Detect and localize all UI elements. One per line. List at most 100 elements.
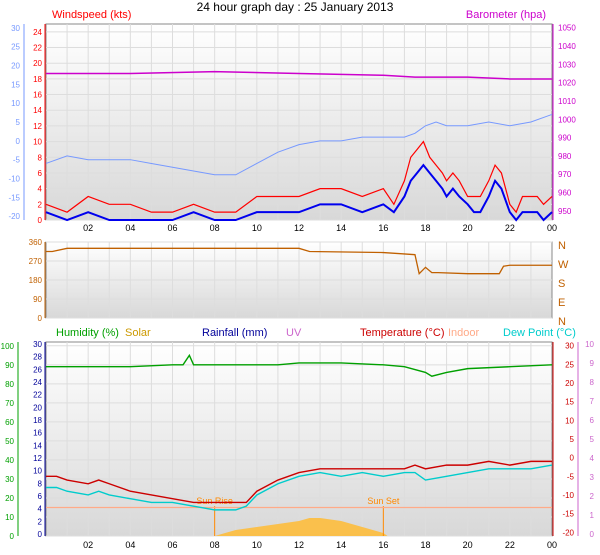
rain-tick-label: 24 <box>33 378 42 387</box>
compass-label: N <box>558 316 566 328</box>
wind-x-tick-label: 16 <box>378 223 388 233</box>
rain-tick-label: 8 <box>38 479 43 488</box>
wind-x-tick-label: 02 <box>83 223 93 233</box>
temp-scale-tick-label: -15 <box>8 193 20 202</box>
barometer-tick-label: 950 <box>558 207 572 216</box>
uv-tick-label: 2 <box>590 492 595 501</box>
rainfall-legend: Rainfall (mm) <box>202 327 267 339</box>
wind-gust-line <box>45 140 553 214</box>
direction-tick-label: 270 <box>29 257 43 266</box>
uv-tick-label: 1 <box>590 511 595 520</box>
temp-x-tick-label: 10 <box>252 540 262 550</box>
humidity-tick-label: 80 <box>5 380 14 389</box>
uv-tick-label: 7 <box>590 397 595 406</box>
sunset-label: Sun Set <box>367 496 400 506</box>
uv-tick-label: 10 <box>585 340 594 349</box>
rain-tick-label: 4 <box>38 505 43 514</box>
humidity-legend: Humidity (%) <box>56 327 119 339</box>
temperature-line-top <box>45 113 553 176</box>
temp-scale-tick-label: 15 <box>11 80 20 89</box>
uv-tick-label: 4 <box>590 454 595 463</box>
uv-tick-label: 0 <box>590 530 595 539</box>
wind-tick-label: 14 <box>33 106 42 115</box>
wind-x-tick-label: 12 <box>294 223 304 233</box>
temp-x-tick-label: 04 <box>125 540 135 550</box>
temperature-tick-label: 25 <box>565 360 574 369</box>
temperature-tick-label: -5 <box>567 472 575 481</box>
temp-scale-tick-label: 30 <box>11 24 20 33</box>
direction-tick-label: 90 <box>33 295 42 304</box>
humidity-tick-label: 60 <box>5 418 14 427</box>
dewpoint-line <box>46 464 553 511</box>
barometer-tick-label: 990 <box>558 134 572 143</box>
temp-x-tick-label: 16 <box>378 540 388 550</box>
wind-tick-label: 22 <box>33 44 42 53</box>
temp-x-tick-label: 06 <box>167 540 177 550</box>
wind-x-tick-label: 10 <box>252 223 262 233</box>
wind-direction-line <box>46 247 552 275</box>
uv-tick-label: 5 <box>590 435 595 444</box>
indoor-legend: Indoor <box>448 327 480 339</box>
wind-x-tick-label: 08 <box>210 223 220 233</box>
barometer-line <box>46 70 552 80</box>
rain-tick-label: 26 <box>33 365 42 374</box>
wind-average-line <box>45 163 553 222</box>
temp-scale-tick-label: 25 <box>11 43 20 52</box>
rain-tick-label: 6 <box>38 492 43 501</box>
wind-tick-label: 20 <box>33 59 42 68</box>
humidity-tick-label: 30 <box>5 475 14 484</box>
uv-legend: UV <box>286 327 302 339</box>
wind-x-tick-label: 04 <box>125 223 135 233</box>
rain-tick-label: 22 <box>33 391 42 400</box>
temperature-tick-label: 5 <box>570 435 575 444</box>
barometer-legend: Barometer (hpa) <box>466 9 546 21</box>
temp-x-tick-label: 02 <box>83 540 93 550</box>
humidity-tick-label: 50 <box>5 437 14 446</box>
direction-tick-label: 0 <box>38 314 43 323</box>
wind-x-tick-label: 00 <box>547 223 557 233</box>
wind-tick-label: 8 <box>38 153 43 162</box>
compass-label: N <box>558 240 566 252</box>
rain-tick-label: 14 <box>33 441 42 450</box>
temp-scale-tick-label: 10 <box>11 99 20 108</box>
temperature-tick-label: 10 <box>565 416 574 425</box>
wind-tick-label: 24 <box>33 28 42 37</box>
temp-scale-tick-label: -5 <box>13 156 21 165</box>
direction-tick-label: 180 <box>29 276 43 285</box>
humidity-tick-label: 0 <box>10 532 15 541</box>
wind-tick-label: 6 <box>38 169 43 178</box>
temperature-tick-label: 30 <box>565 342 574 351</box>
temp-scale-tick-label: 20 <box>11 61 20 70</box>
humidity-tick-label: 10 <box>5 513 14 522</box>
rain-tick-label: 16 <box>33 429 42 438</box>
rain-tick-label: 2 <box>38 517 43 526</box>
temp-x-tick-label: 12 <box>294 540 304 550</box>
humidity-tick-label: 20 <box>5 494 14 503</box>
temperature-tick-label: -15 <box>562 510 574 519</box>
temp-scale-tick-label: -10 <box>8 175 20 184</box>
rain-tick-label: 20 <box>33 403 42 412</box>
barometer-tick-label: 1010 <box>558 97 576 106</box>
uv-tick-label: 3 <box>590 473 595 482</box>
wind-x-tick-label: 22 <box>505 223 515 233</box>
sunrise-label: Sun Rise <box>196 496 233 506</box>
humidity-tick-label: 100 <box>1 342 15 351</box>
temp-scale-tick-label: -20 <box>8 212 20 221</box>
barometer-tick-label: 1020 <box>558 79 576 88</box>
temp-x-tick-label: 00 <box>547 540 557 550</box>
uv-tick-label: 6 <box>590 416 595 425</box>
wind-tick-label: 4 <box>38 185 43 194</box>
temp-x-tick-label: 08 <box>210 540 220 550</box>
barometer-tick-label: 1040 <box>558 42 576 51</box>
humidity-tick-label: 40 <box>5 456 14 465</box>
uv-tick-label: 9 <box>590 359 595 368</box>
rain-tick-label: 10 <box>33 467 42 476</box>
temp-scale-tick-label: 5 <box>16 118 21 127</box>
solar-legend: Solar <box>125 327 151 339</box>
temperature-tick-label: -10 <box>562 491 574 500</box>
temperature-line <box>46 460 552 504</box>
wind-legend: Windspeed (kts) <box>52 9 131 21</box>
wind-tick-label: 10 <box>33 138 42 147</box>
